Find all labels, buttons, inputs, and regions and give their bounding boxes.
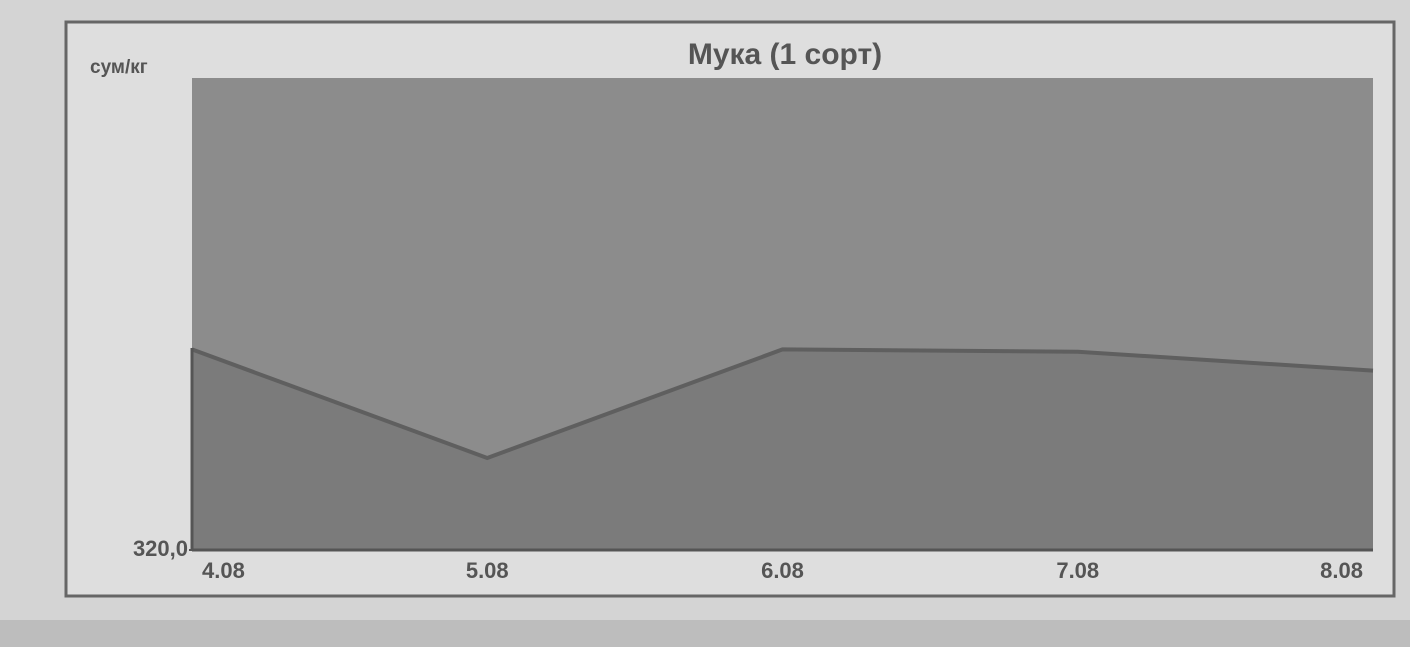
chart-title: Мука (1 сорт) <box>688 38 882 71</box>
x-tick-label: 6.08 <box>761 558 804 583</box>
bottom-strip <box>0 620 1410 647</box>
area-line <box>191 347 1374 461</box>
x-tick-label: 8.08 <box>1320 558 1363 583</box>
y-axis-label: сум/кг <box>90 57 148 78</box>
x-tick-label: 5.08 <box>466 558 509 583</box>
area <box>192 349 1373 550</box>
x-tick-label: 7.08 <box>1056 558 1099 583</box>
x-tick-label: 4.08 <box>202 558 245 583</box>
y-tick-label: 320,0 <box>133 536 188 561</box>
